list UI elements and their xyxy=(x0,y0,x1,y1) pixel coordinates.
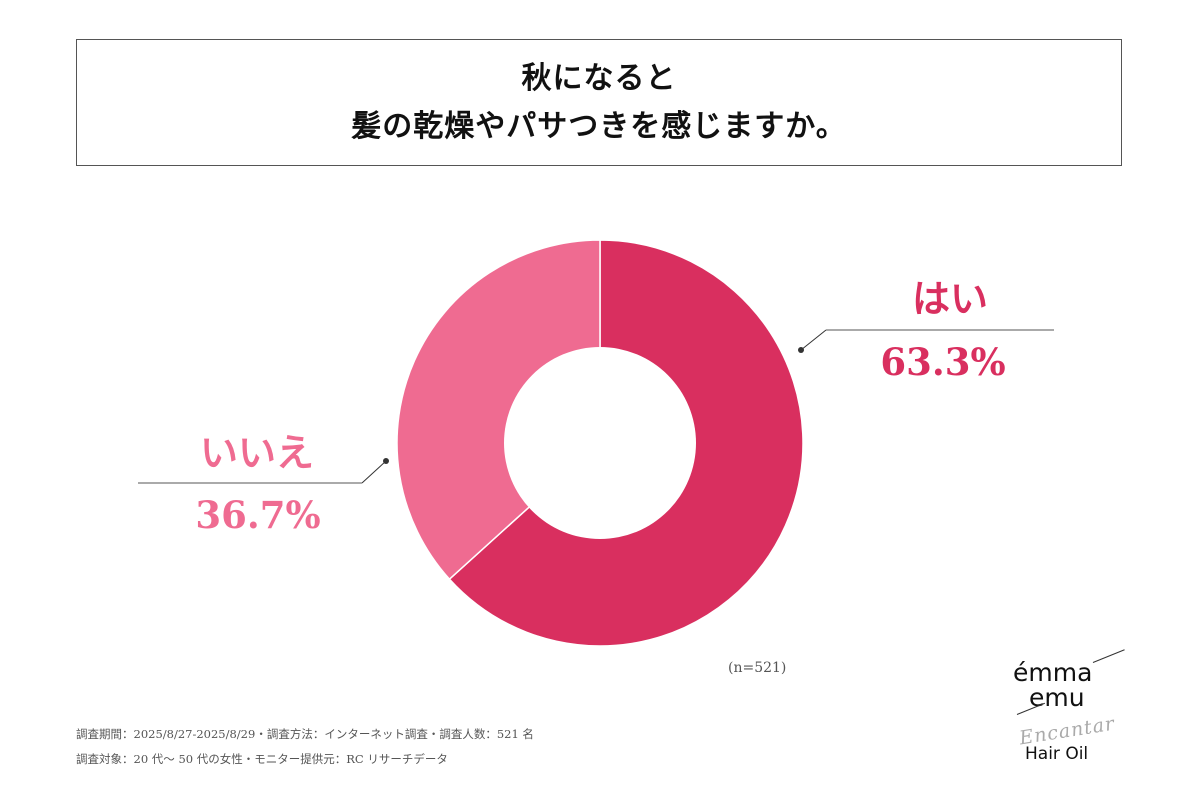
logo-slash-top xyxy=(1092,649,1125,663)
footer-survey-target: 調査対象：20 代～ 50 代の女性・モニター提供元：RC リサーチデータ xyxy=(76,752,448,766)
title-line-1: 秋になると xyxy=(521,60,677,96)
title-line-2: 髪の乾燥やパサつきを感じますか。 xyxy=(351,108,847,144)
brand-logo: émma emu Encantar Hair Oil xyxy=(1005,649,1135,772)
title-box: 秋になると 髪の乾燥やパサつきを感じますか。 xyxy=(76,39,1122,166)
label-category-no: いいえ xyxy=(200,430,314,475)
leader-dot-no xyxy=(383,458,389,464)
leader-dot-yes xyxy=(798,347,804,353)
footer-survey-info: 調査期間：2025/8/27-2025/8/29・調査方法：インターネット調査・… xyxy=(76,727,534,741)
slice-no xyxy=(396,239,601,581)
sample-size-note: (n=521) xyxy=(728,660,787,676)
logo-brand-line-2: emu xyxy=(1029,683,1085,712)
label-value-yes: 63.3% xyxy=(880,340,1005,384)
leader-line-yes-diagonal xyxy=(800,329,827,351)
logo-product: Hair Oil xyxy=(1025,744,1089,764)
label-category-yes: はい xyxy=(912,276,988,321)
donut-hole xyxy=(504,347,696,539)
label-value-no: 36.7% xyxy=(195,493,320,537)
logo-brand-line-1: émma xyxy=(1013,658,1093,687)
leader-line-no-diagonal xyxy=(361,460,387,484)
